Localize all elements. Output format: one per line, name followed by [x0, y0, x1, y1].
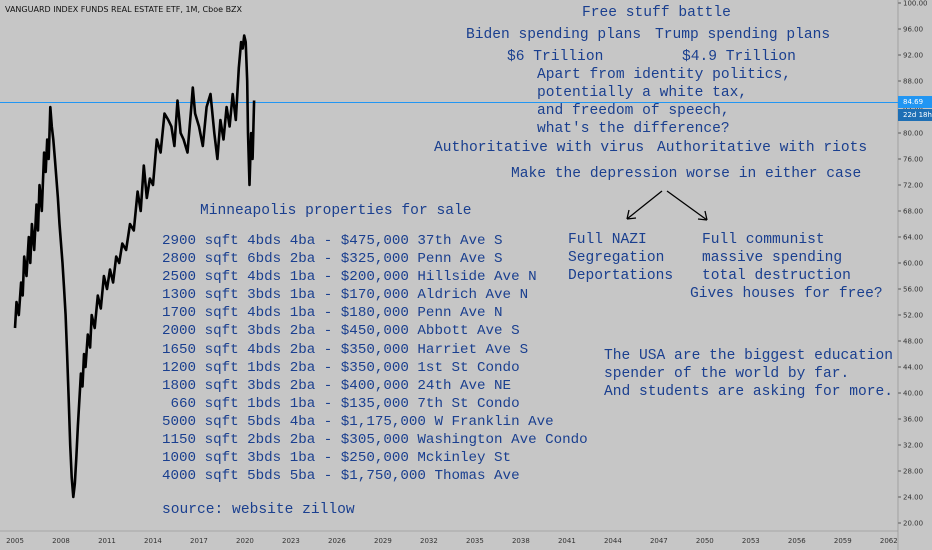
listing-row: 1200 sqft 1bds 2ba - $350,000 1st St Con… [162, 359, 520, 376]
annotation-question-1: Apart from identity politics, [537, 67, 791, 83]
listing-row: 4000 sqft 5bds 5ba - $1,750,000 Thomas A… [162, 468, 520, 485]
annotation-edu-2: spender of the world by far. [604, 366, 850, 382]
annotation-right-4: Gives houses for free? [690, 286, 883, 302]
annotation-biden-label: Biden spending plans [466, 27, 642, 43]
x-tick-label: 2005 [6, 537, 24, 545]
bar-countdown-tag: 22d 18h [898, 109, 932, 121]
annotation-edu-3: And students are asking for more. [604, 384, 894, 400]
x-tick-label: 2053 [742, 537, 760, 545]
y-tick-label: 28.00 [903, 468, 923, 476]
arrows [626, 190, 708, 221]
listing-row: 1650 sqft 4bds 2ba - $350,000 Harriet Av… [162, 341, 529, 358]
x-tick-label: 2029 [374, 537, 392, 545]
annotation-question-3: and freedom of speech, [537, 103, 730, 119]
x-tick-label: 2038 [512, 537, 530, 545]
annotation-right-1: Full communist [702, 232, 825, 248]
annotation-left-3: Deportations [568, 268, 674, 284]
x-tick-label: 2041 [558, 537, 576, 545]
listing-row: 2500 sqft 4bds 1ba - $200,000 Hillside A… [162, 269, 537, 286]
annotation-right-2: massive spending [702, 250, 843, 266]
y-tick-label: 72.00 [903, 182, 923, 190]
listing-row: 1150 sqft 2bds 2ba - $305,000 Washington… [162, 432, 588, 449]
arrow-right-line [666, 190, 708, 221]
x-tick-label: 2059 [834, 537, 852, 545]
x-tick-label: 2020 [236, 537, 254, 545]
listing-row: 2000 sqft 3bds 2ba - $450,000 Abbott Ave… [162, 323, 520, 340]
annotation-right-3: total destruction [702, 268, 851, 284]
y-tick-label: 100.00 [903, 0, 928, 8]
x-axis: 2005 2008 2011 2014 2017 2020 2023 2026 2029 2032… [0, 530, 898, 545]
annotation-question-4: what's the difference? [537, 121, 730, 137]
x-tick-label: 2026 [328, 537, 346, 545]
x-tick-label: 2008 [52, 537, 70, 545]
annotation-minneapolis-title: Minneapolis properties for sale [200, 203, 472, 219]
x-tick-label: 2014 [144, 537, 162, 545]
y-tick-label: 32.00 [903, 442, 923, 450]
x-tick-label: 2032 [420, 537, 438, 545]
annotation-biden-amount: $6 Trillion [507, 49, 604, 65]
y-tick-label: 96.00 [903, 26, 923, 34]
annotation-source: source: website zillow [162, 502, 355, 518]
arrow-right-head [697, 210, 708, 221]
arrow-left-head [626, 209, 637, 220]
listing-row: 1800 sqft 3bds 2ba - $400,000 24th Ave N… [162, 377, 512, 394]
annotation-trump-label: Trump spending plans [655, 27, 831, 43]
y-tick-label: 20.00 [903, 520, 923, 528]
y-tick-label: 68.00 [903, 208, 923, 216]
y-tick-label: 48.00 [903, 338, 923, 346]
property-listings: 2900 sqft 4bds 4ba - $475,000 37th Ave S… [162, 232, 588, 485]
y-tick-label: 64.00 [903, 234, 923, 242]
x-tick-label: 2023 [282, 537, 300, 545]
listing-row: 1700 sqft 4bds 1ba - $180,000 Penn Ave N [162, 305, 503, 322]
x-tick-label: 2044 [604, 537, 622, 545]
x-tick-label: 2047 [650, 537, 668, 545]
annotation-virus: Authoritative with virus [434, 140, 645, 156]
annotation-question-2: potentially a white tax, [537, 85, 748, 101]
y-tick-label: 56.00 [903, 286, 923, 294]
y-tick-label: 44.00 [903, 364, 923, 372]
annotation-riots: Authoritative with riots [657, 140, 868, 156]
y-tick-label: 88.00 [903, 78, 923, 86]
annotation-edu-1: The USA are the biggest education [604, 348, 894, 364]
y-tick-label: 76.00 [903, 156, 923, 164]
listing-row: 660 sqft 1bds 1ba - $135,000 7th St Cond… [162, 395, 520, 412]
annotation-left-2: Segregation [568, 250, 665, 266]
y-tick-label: 92.00 [903, 52, 923, 60]
x-tick-label: 2056 [788, 537, 806, 545]
x-tick-label: 2050 [696, 537, 714, 545]
y-tick-label: 36.00 [903, 416, 923, 424]
annotation-left-1: Full NAZI [568, 232, 647, 248]
annotation-title: Free stuff battle [582, 5, 731, 21]
listing-row: 2900 sqft 4bds 4ba - $475,000 37th Ave S [162, 233, 503, 249]
y-tick-label: 40.00 [903, 390, 923, 398]
annotation-depression: Make the depression worse in either case [511, 166, 862, 182]
y-tick-label: 24.00 [903, 494, 923, 502]
arrow-left-line [626, 190, 663, 220]
x-tick-label: 2062 [880, 537, 898, 545]
y-tick-label: 60.00 [903, 260, 923, 268]
series-line [13, 34, 256, 499]
y-tick-label: 80.00 [903, 130, 923, 138]
listing-row: 5000 sqft 5bds 4ba - $1,175,000 W Frankl… [162, 413, 554, 430]
y-tick-label: 52.00 [903, 312, 923, 320]
x-tick-label: 2035 [466, 537, 484, 545]
symbol-header: VANGUARD INDEX FUNDS REAL ESTATE ETF, 1M… [5, 5, 243, 14]
x-tick-label: 2017 [190, 537, 208, 545]
listing-row: 1300 sqft 3bds 1ba - $170,000 Aldrich Av… [162, 287, 529, 304]
last-price-tag: 84.69 [898, 96, 932, 108]
y-axis: 20.00 24.00 28.00 32.00 36.00 40.00 44.00 48.00… [897, 0, 928, 550]
listing-row: 2800 sqft 6bds 2ba - $325,000 Penn Ave S [162, 251, 503, 268]
listing-row: 1000 sqft 3bds 1ba - $250,000 Mckinley S… [162, 450, 512, 467]
annotation-trump-amount: $4.9 Trillion [682, 49, 796, 65]
x-tick-label: 2011 [98, 537, 116, 545]
